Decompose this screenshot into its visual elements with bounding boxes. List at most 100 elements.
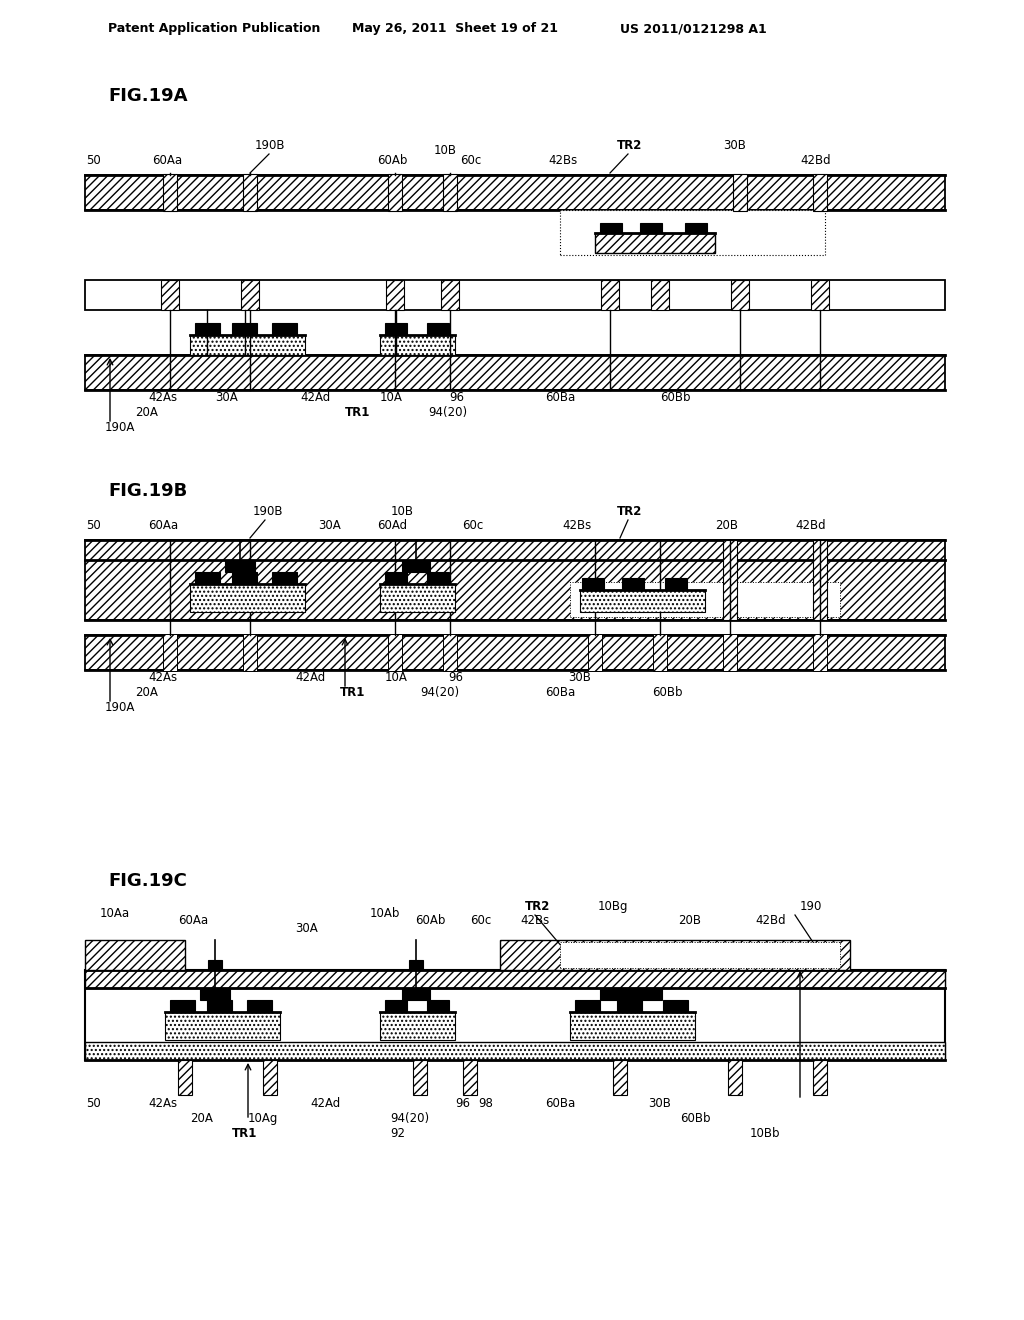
Bar xyxy=(560,210,825,255)
Text: 20A: 20A xyxy=(135,407,158,418)
Bar xyxy=(190,583,305,612)
Text: 42Bs: 42Bs xyxy=(520,913,549,927)
Text: 60c: 60c xyxy=(460,154,481,168)
Bar xyxy=(163,634,177,671)
Bar xyxy=(241,280,259,310)
Bar xyxy=(200,987,230,1001)
Bar xyxy=(622,578,644,590)
Bar xyxy=(409,960,423,970)
Bar xyxy=(232,572,257,583)
Bar xyxy=(685,223,707,234)
Text: 10Ag: 10Ag xyxy=(248,1111,279,1125)
Text: 42As: 42As xyxy=(148,391,177,404)
Bar xyxy=(85,355,945,389)
Text: 60Ab: 60Ab xyxy=(415,913,445,927)
Text: 42Bd: 42Bd xyxy=(795,519,825,532)
Bar xyxy=(580,590,705,612)
Text: 60Bb: 60Bb xyxy=(680,1111,711,1125)
Bar xyxy=(813,1060,827,1096)
Text: 60Ba: 60Ba xyxy=(545,391,575,404)
Bar xyxy=(385,572,407,583)
Text: 50: 50 xyxy=(86,519,100,532)
Bar xyxy=(651,280,669,310)
Bar xyxy=(613,1060,627,1096)
Bar xyxy=(723,634,737,671)
Bar xyxy=(85,280,945,310)
Text: 60Bb: 60Bb xyxy=(652,686,683,700)
Text: Patent Application Publication: Patent Application Publication xyxy=(108,22,321,36)
Text: FIG.19B: FIG.19B xyxy=(108,482,187,500)
Bar xyxy=(560,942,840,968)
Text: 20B: 20B xyxy=(678,913,701,927)
Text: 190A: 190A xyxy=(105,421,135,434)
Bar xyxy=(195,572,220,583)
Bar xyxy=(595,234,715,253)
Bar xyxy=(163,174,177,211)
Text: TR1: TR1 xyxy=(340,686,366,700)
Text: 190: 190 xyxy=(800,900,822,913)
Bar xyxy=(243,634,257,671)
Text: 42As: 42As xyxy=(148,1097,177,1110)
Text: TR2: TR2 xyxy=(617,506,643,517)
Bar xyxy=(427,1001,449,1012)
Bar xyxy=(570,1012,695,1040)
Bar xyxy=(402,987,430,1001)
Text: 60c: 60c xyxy=(470,913,492,927)
Text: 42As: 42As xyxy=(148,671,177,684)
Bar xyxy=(388,634,402,671)
Bar xyxy=(600,987,662,1001)
Bar xyxy=(600,223,622,234)
Bar xyxy=(665,578,687,590)
Text: 10B: 10B xyxy=(434,144,457,157)
Bar xyxy=(663,1001,688,1012)
Text: 94(20): 94(20) xyxy=(390,1111,429,1125)
Text: 20A: 20A xyxy=(190,1111,213,1125)
Bar xyxy=(723,540,737,620)
Bar xyxy=(380,583,455,612)
Bar xyxy=(588,634,602,671)
Bar xyxy=(380,335,455,355)
Text: 60c: 60c xyxy=(462,519,483,532)
Text: 190A: 190A xyxy=(105,701,135,714)
Bar xyxy=(85,540,945,620)
Text: FIG.19C: FIG.19C xyxy=(108,873,186,890)
Bar xyxy=(413,1060,427,1096)
Bar xyxy=(232,323,257,335)
Bar xyxy=(728,1060,742,1096)
Text: 42Bd: 42Bd xyxy=(755,913,785,927)
Bar xyxy=(582,578,604,590)
Text: 94(20): 94(20) xyxy=(428,407,467,418)
Bar xyxy=(388,174,402,211)
Bar xyxy=(443,174,457,211)
Text: 10B: 10B xyxy=(390,506,414,517)
Text: 60Ba: 60Ba xyxy=(545,1097,575,1110)
Text: 60Aa: 60Aa xyxy=(148,519,178,532)
Bar xyxy=(243,174,257,211)
Bar xyxy=(733,174,746,211)
Bar xyxy=(441,280,459,310)
Text: 94(20): 94(20) xyxy=(420,686,459,700)
Bar xyxy=(402,560,430,572)
Bar xyxy=(570,582,840,616)
Text: 42Bs: 42Bs xyxy=(548,154,578,168)
Bar xyxy=(170,1001,195,1012)
Text: US 2011/0121298 A1: US 2011/0121298 A1 xyxy=(620,22,767,36)
Bar xyxy=(385,323,407,335)
Text: 190B: 190B xyxy=(253,506,284,517)
Bar xyxy=(811,280,829,310)
Bar xyxy=(427,572,449,583)
Text: 60Ab: 60Ab xyxy=(377,154,408,168)
Text: 42Ad: 42Ad xyxy=(310,1097,340,1110)
Text: 10Ab: 10Ab xyxy=(370,907,400,920)
Bar xyxy=(272,572,297,583)
Text: 92: 92 xyxy=(390,1127,406,1140)
Bar xyxy=(813,634,827,671)
Text: TR2: TR2 xyxy=(525,900,551,913)
Bar xyxy=(617,1001,642,1012)
Bar xyxy=(813,540,827,620)
Bar xyxy=(443,634,457,671)
Text: 42Bd: 42Bd xyxy=(800,154,830,168)
Bar xyxy=(178,1060,193,1096)
Text: 96: 96 xyxy=(449,671,463,684)
Bar xyxy=(380,1012,455,1040)
